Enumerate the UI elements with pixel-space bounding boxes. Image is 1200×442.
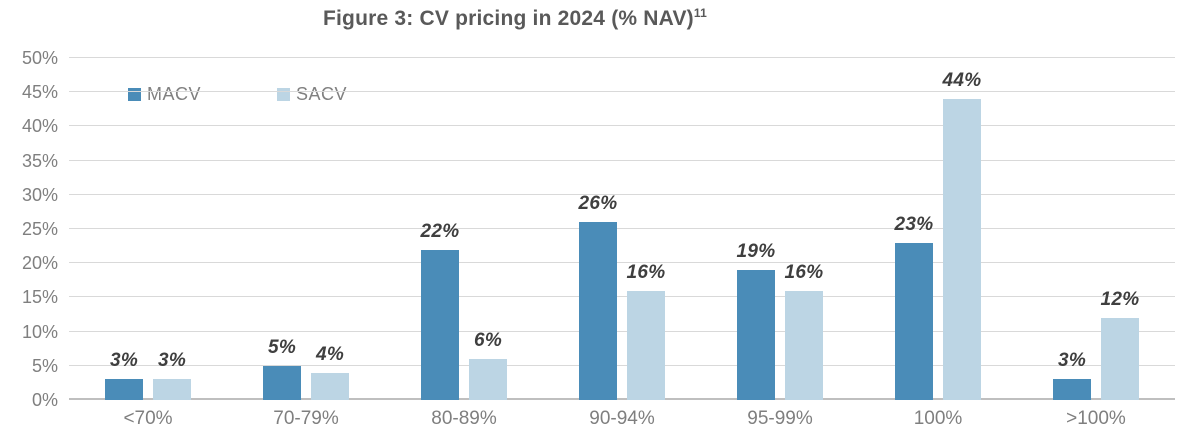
bar-macv->100%: [1053, 379, 1091, 400]
data-label-sacv-70-79%: 4%: [315, 343, 345, 365]
gridline: [69, 330, 1175, 332]
data-label-macv-100%: 23%: [894, 213, 934, 235]
y-tick-label: 40%: [21, 116, 58, 137]
y-tick-label: 25%: [21, 219, 58, 239]
bar-sacv-100%: [943, 99, 981, 400]
chart-title-footnote-marker: 11: [693, 6, 707, 20]
gridline: [69, 159, 1175, 161]
x-tick-label-90-94%: 90-94%: [589, 408, 655, 429]
data-label-macv-80-89%: 22%: [420, 220, 460, 242]
legend-label-sacv: SACV: [296, 84, 348, 104]
x-tick-label-<70%: <70%: [123, 408, 173, 429]
gridline: [69, 262, 1175, 264]
data-label-sacv-90-94%: 16%: [626, 261, 666, 283]
bar-macv-90-94%: [579, 222, 617, 400]
bar-sacv-95-99%: [785, 290, 823, 400]
y-tick-label: 0%: [31, 390, 58, 410]
y-tick-label: 15%: [21, 287, 58, 308]
x-tick-label-80-89%: 80-89%: [431, 408, 497, 429]
gridline: [69, 296, 1175, 298]
chart-title-text: Figure 3: CV pricing in 2024 (% NAV): [323, 7, 694, 30]
plot-area: 3% 3% 5% 4% 22% 6% 26% 16% 19% 16% 23% 44% 3% 12%: [69, 57, 1175, 400]
x-tick-label-95-99%: 95-99%: [747, 408, 813, 429]
data-label-sacv-100%: 44%: [942, 70, 982, 92]
gridline: [69, 228, 1175, 229]
bar-sacv-<70%: [153, 379, 191, 400]
data-label-macv-90-94%: 26%: [578, 193, 618, 215]
y-tick-label: 50%: [21, 48, 58, 68]
gridline: [69, 91, 1175, 93]
bar-macv-95-99%: [737, 270, 775, 400]
data-label-macv-95-99%: 19%: [736, 241, 776, 263]
x-tick-label-100%: 100%: [913, 408, 963, 429]
gridline: [69, 125, 1175, 127]
bar-macv-80-89%: [421, 249, 459, 400]
x-tick-label->100%: >100%: [1066, 408, 1126, 429]
bar-sacv-70-79%: [311, 372, 349, 400]
data-label-sacv-95-99%: 16%: [784, 261, 824, 283]
legend-label-macv: MACV: [147, 84, 202, 104]
x-tick-label-70-79%: 70-79%: [273, 408, 339, 429]
y-tick-label: 20%: [21, 253, 58, 274]
gridline: [69, 364, 1175, 366]
data-label-sacv-<70%: 3%: [157, 350, 187, 372]
data-label-macv->100%: 3%: [1057, 350, 1087, 372]
bar-macv-100%: [895, 242, 933, 400]
y-tick-label: 10%: [21, 321, 58, 342]
data-label-sacv-80-89%: 6%: [473, 329, 503, 351]
bar-sacv-80-89%: [469, 358, 507, 400]
y-tick-label: 45%: [21, 82, 58, 103]
gridline: [69, 193, 1175, 195]
bar-macv-<70%: [105, 379, 143, 400]
data-label-macv-70-79%: 5%: [267, 336, 297, 358]
y-tick-label: 5%: [31, 355, 58, 376]
x-axis-baseline: [69, 398, 1175, 400]
y-tick-label: 35%: [21, 150, 58, 171]
chart-title: Figure 3: CV pricing in 2024 (% NAV)11: [0, 6, 1030, 31]
data-label-macv-<70%: 3%: [109, 350, 139, 372]
data-label-sacv->100%: 12%: [1100, 288, 1140, 310]
y-tick-label: 30%: [21, 184, 58, 205]
gridline: [69, 57, 1175, 58]
bar-sacv->100%: [1101, 317, 1139, 400]
bar-sacv-90-94%: [627, 290, 665, 400]
bar-macv-70-79%: [263, 365, 301, 400]
